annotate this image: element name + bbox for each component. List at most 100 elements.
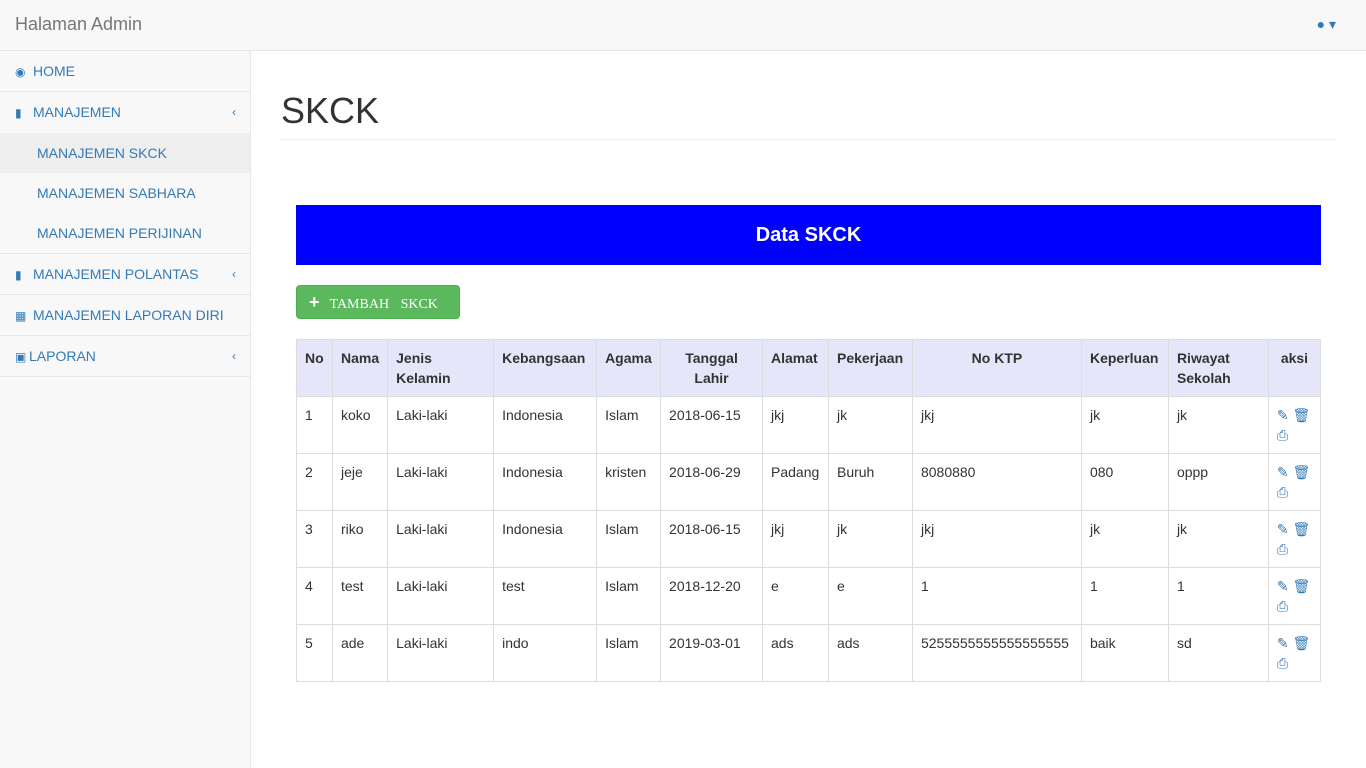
sidebar-item-label: MANAJEMEN SABHARA [37, 185, 196, 201]
user-menu[interactable]: ● ▾ [1317, 16, 1336, 33]
trash-icon[interactable]: 🗑 [1292, 578, 1311, 594]
top-navbar: Halaman Admin ● ▾ [0, 0, 1366, 51]
sidebar-item-home[interactable]: ◉ HOME [0, 51, 250, 92]
chevron-left-icon: ‹ [232, 105, 236, 119]
table-cell: 5 [296, 624, 333, 682]
table-cell: jkj [762, 396, 829, 454]
table-cell: Laki-laki [387, 567, 495, 625]
trash-icon[interactable]: 🗑 [1292, 464, 1311, 480]
add-skck-button[interactable]: + TAMBAH SKCK [296, 285, 460, 319]
trash-icon[interactable]: 🗑 [1292, 407, 1311, 423]
table-cell: ads [827, 624, 913, 682]
table-cell: jkj [911, 510, 1082, 568]
caret-down-icon: ▾ [1328, 16, 1336, 32]
plus-icon: + [309, 292, 320, 312]
dashboard-icon: ◉ [15, 65, 26, 79]
table-cell: 3 [296, 510, 333, 568]
table-cell: jkj [911, 396, 1082, 454]
table-cell: Islam [596, 567, 662, 625]
actions-cell: ✎ 🗑 ⎙ [1267, 510, 1322, 568]
table-row: 4 test Laki-laki test Islam 2018-12-20 e e 1 1 1 ✎ … [296, 567, 1322, 625]
actions-cell: ✎ 🗑 ⎙ [1267, 567, 1322, 625]
table-cell: 8080880 [911, 453, 1082, 511]
print-icon[interactable]: ⎙ [1276, 541, 1289, 557]
print-icon[interactable]: ⎙ [1276, 655, 1289, 671]
table-cell: Padang [762, 453, 829, 511]
column-header: Kebangsaan [493, 339, 598, 397]
table-cell: 2 [296, 453, 333, 511]
button-label: TAMBAH SKCK [329, 297, 438, 312]
column-header: Alamat [762, 339, 829, 397]
sidebar-item-manajemen-skck[interactable]: MANAJEMEN SKCK [0, 133, 250, 173]
book-icon: ▣ [15, 350, 27, 364]
table-cell: jk [827, 396, 913, 454]
sidebar-item-manajemen[interactable]: ▮ MANAJEMEN ‹ [0, 92, 250, 133]
table-cell: 1 [296, 396, 333, 454]
table-row: 5 ade Laki-laki indo Islam 2019-03-01 ads ads 52… [296, 624, 1322, 682]
table-cell: jk [1080, 510, 1169, 568]
table-cell: Laki-laki [387, 510, 495, 568]
sidebar-item-label: MANAJEMEN LAPORAN DIRI [33, 307, 224, 323]
table-cell: baik [1080, 624, 1169, 682]
trash-icon[interactable]: 🗑 [1292, 521, 1311, 537]
actions-cell: ✎ 🗑 ⎙ [1267, 453, 1322, 511]
sidebar-item-manajemen-sabhara[interactable]: MANAJEMEN SABHARA [0, 173, 250, 213]
table-cell: jkj [762, 510, 829, 568]
sidebar-item-manajemen-perijinan[interactable]: MANAJEMEN PERIJINAN [0, 213, 250, 253]
print-icon[interactable]: ⎙ [1276, 598, 1289, 614]
column-header: Pekerjaan [827, 339, 913, 397]
skck-table: No Nama Jenis Kelamin Kebangsaan Agama Tangga… [296, 339, 1322, 682]
sidebar-item-label: MANAJEMEN [33, 104, 121, 120]
table-cell: jk [1167, 396, 1269, 454]
sidebar-item-label: MANAJEMEN SKCK [37, 145, 167, 161]
table-cell: 2019-03-01 [660, 624, 763, 682]
table-cell: Laki-laki [387, 396, 495, 454]
trash-icon[interactable]: 🗑 [1292, 635, 1311, 651]
table-cell: riko [331, 510, 389, 568]
table-cell: jk [1167, 510, 1269, 568]
sidebar-item-laporan[interactable]: ▣ LAPORAN ‹ [0, 336, 250, 377]
table-cell: 5255555555555555555 [911, 624, 1082, 682]
column-header: aksi [1267, 339, 1322, 397]
table-cell: Islam [596, 396, 662, 454]
data-banner: Data SKCK [296, 205, 1321, 265]
table-cell: jeje [331, 453, 389, 511]
print-icon[interactable]: ⎙ [1276, 427, 1289, 443]
edit-icon[interactable]: ✎ [1276, 521, 1289, 537]
sidebar-item-label: LAPORAN [29, 348, 96, 364]
table-cell: test [331, 567, 389, 625]
table-row: 1 koko Laki-laki Indonesia Islam 2018-06-15 jk… [296, 396, 1322, 454]
column-header: Nama [331, 339, 389, 397]
chevron-left-icon: ‹ [232, 349, 236, 363]
edit-icon[interactable]: ✎ [1276, 578, 1289, 594]
bar-chart-icon: ▮ [15, 268, 22, 282]
bar-chart-icon: ▮ [15, 106, 22, 120]
column-header: Riwayat Sekolah [1167, 339, 1269, 397]
edit-icon[interactable]: ✎ [1276, 635, 1289, 651]
divider [281, 139, 1336, 140]
sidebar-item-label: MANAJEMEN POLANTAS [33, 266, 199, 282]
table-cell: 080 [1080, 453, 1169, 511]
edit-icon[interactable]: ✎ [1276, 464, 1289, 480]
table-cell: Buruh [827, 453, 913, 511]
column-header: Tanggal Lahir [660, 339, 763, 397]
table-cell: Islam [596, 624, 662, 682]
column-header: Keperluan [1080, 339, 1169, 397]
edit-icon[interactable]: ✎ [1276, 407, 1289, 423]
table-cell: 2018-12-20 [660, 567, 763, 625]
table-cell: e [762, 567, 829, 625]
table-cell: 2018-06-15 [660, 396, 763, 454]
brand[interactable]: Halaman Admin [15, 14, 143, 34]
sidebar-item-polantas[interactable]: ▮ MANAJEMEN POLANTAS ‹ [0, 254, 250, 295]
column-header: Agama [596, 339, 662, 397]
sidebar-item-laporan-diri[interactable]: ▦ MANAJEMEN LAPORAN DIRI [0, 295, 250, 336]
table-cell: Laki-laki [387, 453, 495, 511]
table-cell: indo [493, 624, 598, 682]
print-icon[interactable]: ⎙ [1276, 484, 1289, 500]
table-cell: kristen [596, 453, 662, 511]
table-header-row: No Nama Jenis Kelamin Kebangsaan Agama Tangga… [296, 339, 1322, 397]
table-cell: 2018-06-15 [660, 510, 763, 568]
table-cell: Laki-laki [387, 624, 495, 682]
actions-cell: ✎ 🗑 ⎙ [1267, 396, 1322, 454]
table-icon: ▦ [15, 309, 27, 323]
